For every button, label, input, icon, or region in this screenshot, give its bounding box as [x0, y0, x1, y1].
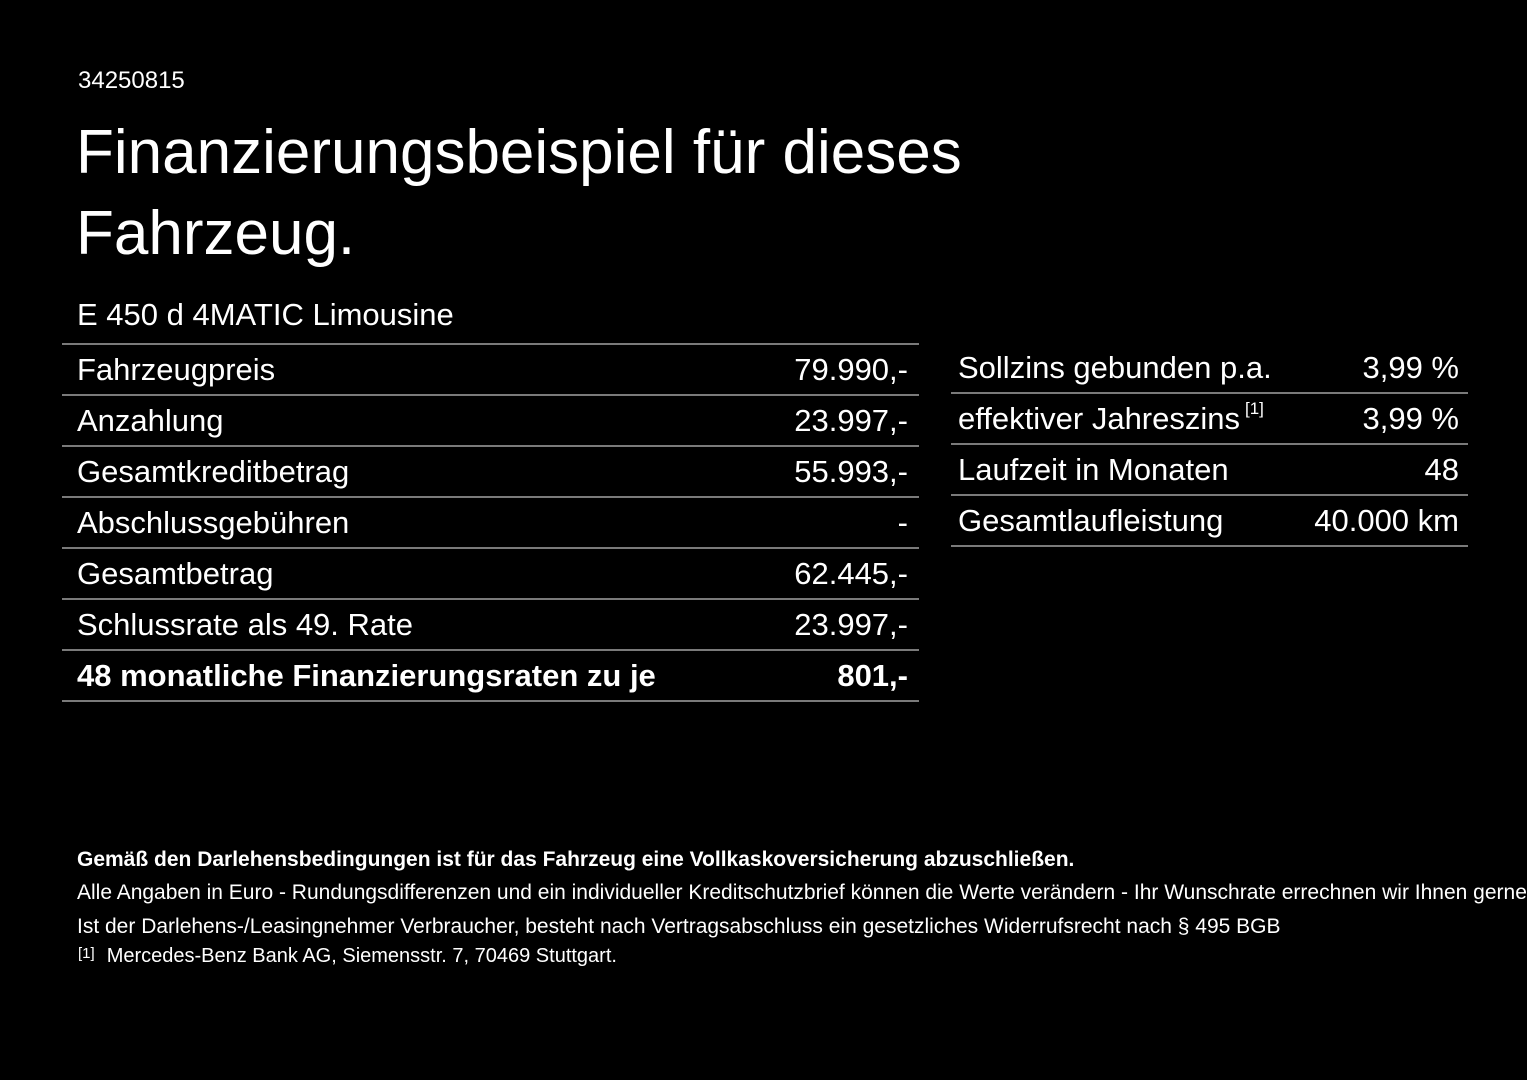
- bank-footnote: [1] Mercedes-Benz Bank AG, Siemensstr. 7,…: [78, 944, 617, 970]
- insurance-requirement-note: Gemäß den Darlehensbedingungen ist für d…: [77, 848, 1075, 871]
- table-row-gesamtkreditbetrag: Gesamtkreditbetrag 55.993,-: [62, 445, 919, 496]
- row-label: Abschlussgebühren: [77, 504, 350, 540]
- row-label: Laufzeit in Monaten: [958, 451, 1229, 487]
- table-row-sollzins: Sollzins gebunden p.a. 3,99 %: [951, 343, 1468, 394]
- table-row-effektiver-jahreszins: effektiver Jahreszins [1] 3,99 %: [951, 394, 1468, 445]
- row-label: Schlussrate als 49. Rate: [77, 606, 414, 642]
- finance-table: Fahrzeugpreis 79.990,- Anzahlung 23.997,…: [62, 343, 919, 702]
- footnote-ref: [1]: [1245, 399, 1264, 419]
- row-value: 40.000 km: [1314, 502, 1459, 538]
- row-value: 48: [1424, 451, 1459, 487]
- row-label: Gesamtkreditbetrag: [77, 453, 350, 489]
- row-label: Sollzins gebunden p.a.: [958, 349, 1272, 385]
- table-row-monatsrate: 48 monatliche Finanzierungsraten zu je 8…: [62, 649, 919, 700]
- row-label: Anzahlung: [77, 402, 224, 438]
- euro-disclaimer-note: Alle Angaben in Euro - Rundungsdifferenz…: [77, 881, 1527, 904]
- row-label: Gesamtbetrag: [77, 555, 274, 591]
- row-value: 55.993,-: [794, 453, 908, 489]
- row-value: -: [897, 504, 908, 540]
- row-label: effektiver Jahreszins [1]: [958, 399, 1264, 436]
- row-value: 23.997,-: [794, 402, 908, 438]
- table-row-schlussrate: Schlussrate als 49. Rate 23.997,-: [62, 598, 919, 649]
- row-value: 79.990,-: [794, 351, 908, 387]
- page-title: Finanzierungsbeispiel für dieses Fahrzeu…: [76, 118, 962, 268]
- table-row-anzahlung: Anzahlung 23.997,-: [62, 394, 919, 445]
- table-row-gesamtbetrag: Gesamtbetrag 62.445,-: [62, 547, 919, 598]
- table-row-abschlussgebuehren: Abschlussgebühren -: [62, 496, 919, 547]
- footnote-marker: [1]: [78, 945, 95, 962]
- row-label: Fahrzeugpreis: [77, 351, 276, 387]
- row-label: Gesamtlaufleistung: [958, 502, 1224, 538]
- row-value: 62.445,-: [794, 555, 908, 591]
- withdrawal-right-note: Ist der Darlehens-/Leasingnehmer Verbrau…: [77, 915, 1281, 938]
- vehicle-model-name: E 450 d 4MATIC Limousine: [77, 297, 454, 332]
- row-value: 3,99 %: [1362, 349, 1459, 385]
- conditions-table: Sollzins gebunden p.a. 3,99 % effektiver…: [951, 343, 1468, 547]
- table-row-laufzeit: Laufzeit in Monaten 48: [951, 445, 1468, 496]
- row-value: 23.997,-: [794, 606, 908, 642]
- footnote-text: Mercedes-Benz Bank AG, Siemensstr. 7, 70…: [106, 945, 617, 967]
- listing-id: 34250815: [78, 67, 185, 94]
- table-row-gesamtlaufleistung: Gesamtlaufleistung 40.000 km: [951, 496, 1468, 547]
- row-value: 3,99 %: [1362, 400, 1459, 436]
- table-row-fahrzeugpreis: Fahrzeugpreis 79.990,-: [62, 343, 919, 394]
- row-label: 48 monatliche Finanzierungsraten zu je: [77, 657, 656, 693]
- row-value: 801,-: [837, 657, 908, 693]
